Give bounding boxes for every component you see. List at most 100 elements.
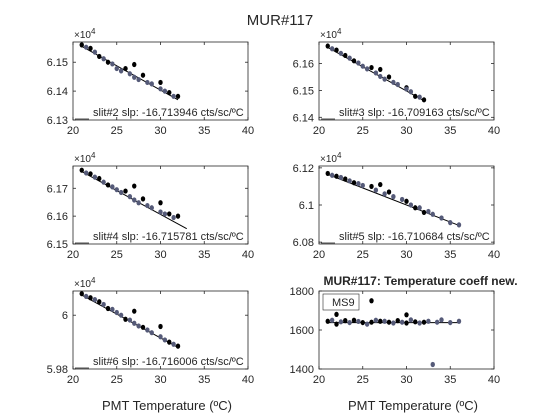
data-point bbox=[329, 46, 335, 52]
data-point bbox=[417, 320, 422, 326]
data-point bbox=[158, 323, 163, 330]
data-point bbox=[356, 318, 361, 325]
data-point bbox=[136, 200, 141, 206]
subplot-slit2: 20 25 30 35 40 6.13 6.14 6.15 ×104 slit#2 slp: -1… bbox=[47, 27, 255, 137]
data-point bbox=[110, 184, 115, 190]
data-point bbox=[343, 176, 348, 182]
data-point bbox=[92, 174, 98, 180]
data-point bbox=[399, 196, 405, 203]
data-point bbox=[408, 202, 414, 208]
data-point bbox=[413, 319, 418, 325]
x-tick-label: 40 bbox=[488, 374, 500, 386]
exponent-base: ×10 bbox=[74, 30, 91, 41]
data-point bbox=[145, 79, 150, 86]
data-point bbox=[448, 220, 453, 226]
data-point bbox=[373, 317, 379, 323]
data-point bbox=[118, 312, 124, 318]
data-point bbox=[434, 319, 440, 325]
data-point bbox=[325, 318, 330, 324]
subplot-title: MUR#117: Temperature coeff new. bbox=[323, 274, 517, 288]
data-point bbox=[360, 63, 365, 69]
data-point bbox=[382, 318, 387, 324]
data-point bbox=[88, 171, 93, 177]
data-point bbox=[127, 317, 133, 323]
x-tick-label: 40 bbox=[242, 374, 254, 386]
x-tick-label: 35 bbox=[444, 374, 456, 386]
x-tick-label: 20 bbox=[67, 374, 79, 386]
data-point bbox=[378, 66, 383, 73]
data-point bbox=[97, 299, 102, 305]
slope-annotation: slit#6 slp: -16.716006 cts/sc/ºC bbox=[93, 356, 244, 368]
data-point bbox=[448, 319, 453, 326]
data-point bbox=[347, 178, 352, 184]
data-point bbox=[158, 86, 163, 92]
exponent-power: 4 bbox=[337, 27, 342, 36]
subplot-slit6: 20 25 30 35 40 5.98 6 ×104 slit#6 slp: -16.71600… bbox=[47, 276, 255, 386]
data-point bbox=[136, 76, 141, 83]
data-point bbox=[334, 311, 339, 317]
data-point bbox=[369, 319, 374, 325]
x-tick-label: 30 bbox=[154, 249, 166, 261]
slope-annotation: slit#5 slp: -16.710684 cts/sc/ºC bbox=[339, 231, 490, 243]
data-point bbox=[364, 66, 370, 72]
x-tick-label: 25 bbox=[111, 249, 123, 261]
data-point bbox=[360, 319, 365, 326]
legend-box bbox=[322, 293, 360, 311]
data-point bbox=[118, 68, 124, 74]
data-point bbox=[395, 81, 400, 88]
x-tick-label: 30 bbox=[154, 374, 166, 386]
data-point bbox=[325, 170, 330, 177]
y-tick-label: 6.14 bbox=[47, 86, 68, 98]
data-point bbox=[79, 291, 84, 297]
exponent-power: 4 bbox=[91, 276, 96, 285]
data-point bbox=[334, 47, 339, 53]
data-point bbox=[347, 55, 352, 61]
x-axis-label-right: PMT Temperature (ºC) bbox=[348, 398, 478, 413]
data-point bbox=[175, 213, 181, 219]
data-point bbox=[439, 215, 444, 221]
x-tick-label: 40 bbox=[242, 249, 254, 261]
x-tick-label: 25 bbox=[111, 374, 123, 386]
data-point bbox=[329, 317, 335, 323]
y-tick-label: 1400 bbox=[290, 364, 314, 376]
data-point bbox=[351, 317, 357, 323]
y-tick-label: 6.08 bbox=[293, 237, 314, 249]
data-point bbox=[334, 321, 339, 327]
x-tick-label: 20 bbox=[313, 374, 325, 386]
x-tick-label: 40 bbox=[488, 125, 500, 137]
data-point bbox=[360, 182, 365, 189]
data-point bbox=[421, 97, 427, 103]
y-exponent-label: ×104 bbox=[74, 27, 96, 41]
data-point bbox=[149, 330, 154, 336]
x-tick-label: 40 bbox=[488, 249, 500, 261]
data-point bbox=[167, 89, 172, 96]
data-point bbox=[391, 79, 396, 85]
subplot-coeff: 20 25 30 35 40 1400 1600 1800 MUR#117: Temperatu… bbox=[290, 274, 518, 386]
y-tick-label: 6.15 bbox=[47, 57, 68, 69]
data-point bbox=[351, 58, 357, 64]
subplot-slit5: 20 25 30 35 40 6.08 6.1 6.12 ×104 slit#5 slp: -16… bbox=[293, 151, 501, 261]
data-point bbox=[158, 334, 163, 340]
data-point bbox=[149, 205, 154, 211]
data-point bbox=[110, 61, 115, 67]
x-tick-label: 20 bbox=[67, 249, 79, 261]
data-point bbox=[127, 71, 133, 77]
data-point bbox=[395, 318, 400, 324]
data-point bbox=[132, 308, 137, 314]
exponent-base: ×10 bbox=[320, 154, 337, 165]
data-point bbox=[356, 60, 361, 66]
x-axis-label-left: PMT Temperature (ºC) bbox=[102, 398, 232, 413]
x-tick-label: 20 bbox=[313, 249, 325, 261]
subplot-slit3: 20 25 30 35 40 6.14 6.15 6.16 ×104 slit#3 slp: -1… bbox=[293, 27, 501, 137]
exponent-base: ×10 bbox=[74, 279, 91, 290]
y-tick-label: 6.16 bbox=[47, 211, 68, 223]
x-tick-label: 35 bbox=[198, 125, 210, 137]
slope-annotation: slit#2 slp: -16.713946 cts/sc/ºC bbox=[93, 107, 244, 119]
data-point bbox=[101, 56, 106, 62]
data-point bbox=[325, 43, 330, 49]
data-point bbox=[162, 211, 168, 217]
x-tick-label: 30 bbox=[154, 125, 166, 137]
x-tick-label: 35 bbox=[444, 249, 456, 261]
data-point bbox=[114, 65, 119, 72]
